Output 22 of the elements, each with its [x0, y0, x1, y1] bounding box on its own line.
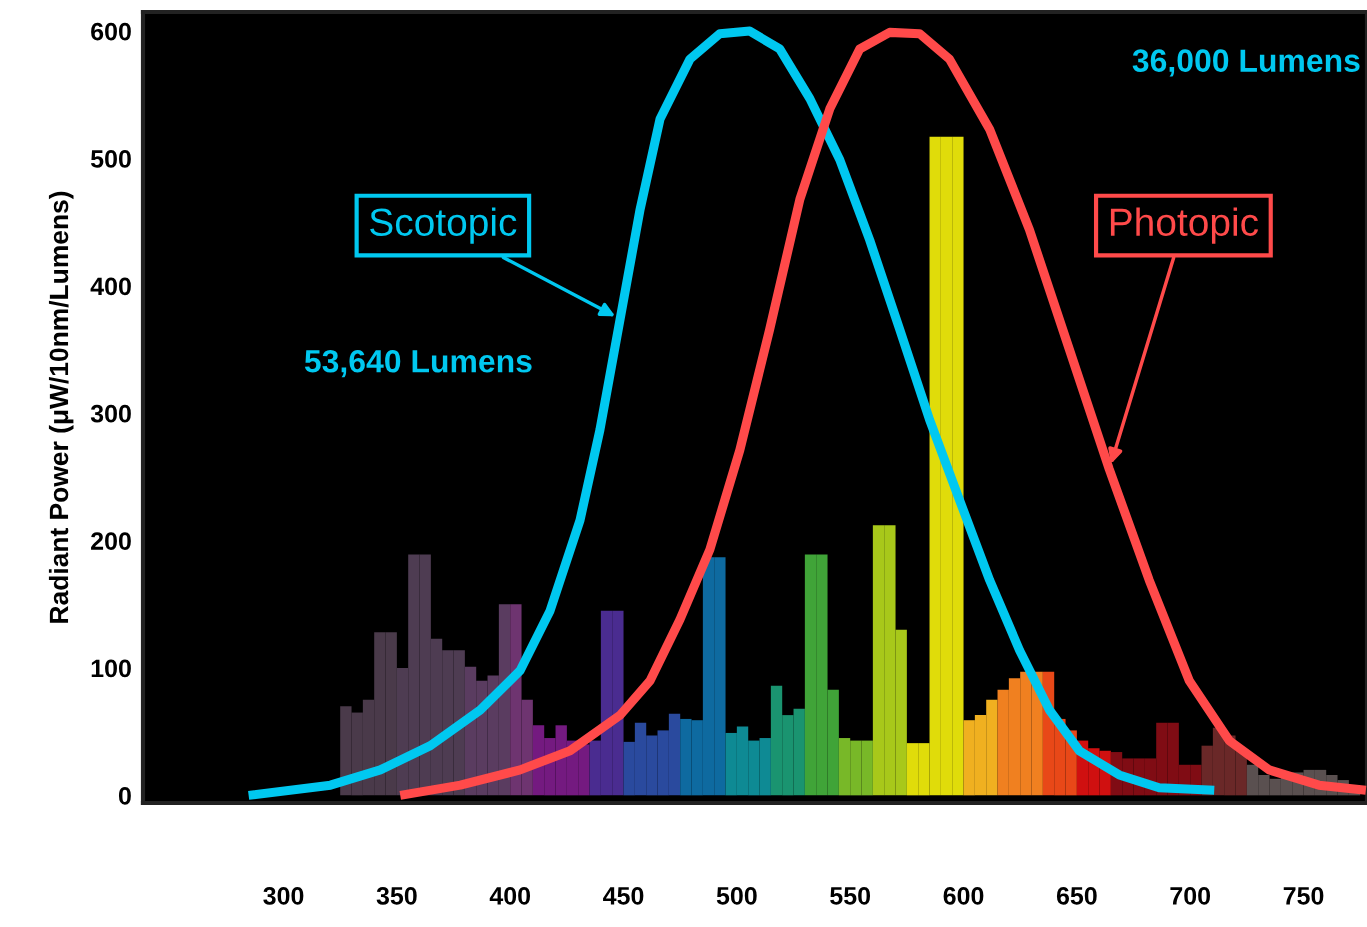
x-tick-label: 650: [1056, 886, 1097, 905]
annotation: 36,000 Lumens: [1132, 49, 1360, 77]
series-label: Photopic: [1110, 207, 1259, 244]
y-tick-label: 0: [118, 786, 131, 805]
annotation: 53,640 Lumens: [304, 349, 532, 378]
x-tick-label: 500: [716, 886, 757, 905]
y-tick-label: 200: [91, 532, 131, 550]
x-tick-label: 550: [830, 886, 871, 905]
y-tick-label: 500: [90, 150, 131, 168]
x-tick-label: 700: [1170, 886, 1211, 905]
x-tick-label: 750: [1283, 886, 1324, 905]
y-tick-label: 600: [91, 22, 131, 41]
x-tick-label: 600: [943, 886, 984, 905]
x-tick-label: 300: [263, 886, 304, 905]
y-tick-label: 300: [90, 404, 131, 423]
x-tick-label: 400: [489, 886, 531, 905]
x-tick-label: 350: [376, 886, 417, 905]
x-tick-label: 450: [603, 886, 644, 905]
text: Scotopic: [370, 207, 517, 244]
y-tick-label: 400: [90, 277, 131, 296]
y-tick-label: 100: [91, 659, 131, 678]
y-axis-title: Radiant Power (μW/10nm/Lumens): [48, 191, 74, 623]
